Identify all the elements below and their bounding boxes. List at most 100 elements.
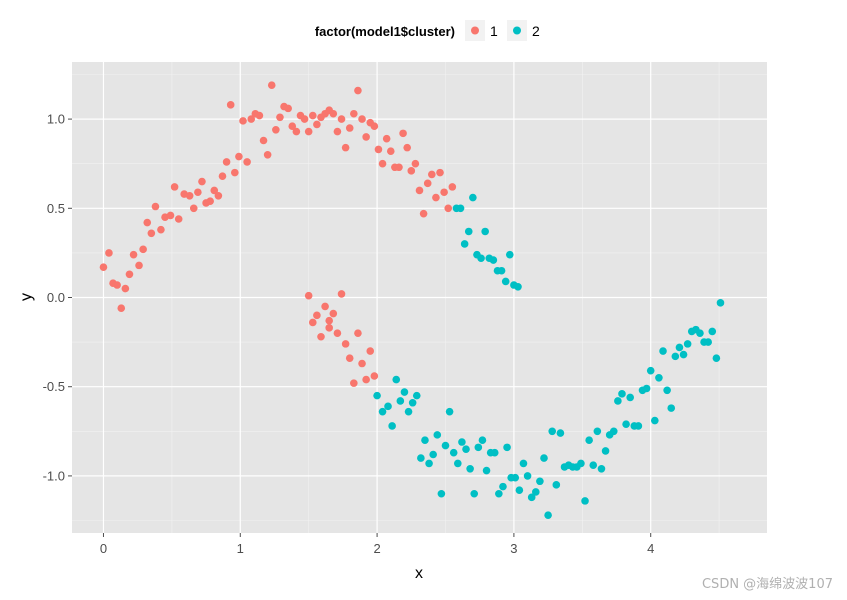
data-point-cluster-2 [618,390,626,398]
data-point-cluster-1 [313,311,321,320]
legend-title: factor(model1$cluster) [315,24,455,39]
data-point-cluster-2 [601,447,610,455]
y-axis-ticks: -1.0 -0.5 0.0 0.5 1.0 [43,112,72,483]
y-tick-label: -0.5 [43,379,65,394]
data-point-cluster-2 [552,481,561,489]
data-point-cluster-2 [469,193,477,202]
data-point-cluster-2 [481,227,489,236]
data-point-cluster-1 [304,127,313,136]
data-point-cluster-2 [378,407,387,416]
data-point-cluster-2 [646,366,655,375]
data-point-cluster-2 [482,466,491,475]
data-point-cluster-2 [441,441,450,450]
x-tick-label: 0 [100,541,107,556]
data-point-cluster-2 [536,477,544,486]
data-point-cluster-2 [696,329,704,337]
data-point-cluster-1 [231,168,239,177]
data-point-cluster-2 [388,422,396,430]
data-point-cluster-1 [444,204,453,213]
data-point-cluster-2 [614,397,622,405]
data-point-cluster-2 [454,459,462,468]
data-point-cluster-1 [325,324,334,332]
data-point-cluster-1 [436,168,444,177]
data-point-cluster-1 [255,111,264,120]
data-point-cluster-1 [113,281,121,289]
data-point-cluster-1 [206,197,214,205]
data-point-cluster-1 [337,115,346,123]
data-point-cluster-2 [477,254,485,263]
data-point-cluster-2 [396,397,405,405]
data-point-cluster-1 [366,347,375,355]
data-point-cluster-1 [354,86,362,95]
data-point-cluster-1 [292,127,301,136]
data-point-cluster-1 [370,372,379,380]
data-point-cluster-1 [151,202,160,211]
data-point-cluster-1 [214,192,223,200]
y-tick-label: 0.0 [47,290,65,305]
data-point-cluster-1 [157,225,165,234]
data-point-cluster-2 [622,420,630,428]
data-point-cluster-2 [503,443,511,452]
data-point-cluster-2 [474,443,483,452]
data-point-cluster-2 [433,431,442,439]
data-point-cluster-2 [515,486,524,494]
data-point-cluster-1 [378,159,387,168]
data-point-cluster-2 [404,407,413,416]
data-point-cluster-1 [341,340,350,348]
data-point-cluster-1 [313,120,321,129]
data-point-cluster-1 [432,193,440,202]
data-point-cluster-1 [247,115,256,123]
data-point-cluster-1 [333,127,342,136]
y-tick-label: -1.0 [43,468,65,483]
data-point-cluster-1 [317,332,325,341]
data-point-cluster-1 [329,309,338,318]
data-point-cluster-2 [412,391,421,400]
data-point-cluster-1 [345,124,354,132]
data-point-cluster-1 [267,81,276,89]
data-point-cluster-2 [540,454,548,462]
data-point-cluster-1 [403,143,411,152]
data-point-cluster-2 [577,459,585,468]
y-tick-label: 0.5 [47,201,65,216]
data-point-cluster-1 [374,145,383,154]
data-point-cluster-1 [411,159,420,168]
data-point-cluster-2 [499,482,507,491]
data-point-cluster-1 [170,183,179,191]
data-point-cluster-2 [523,472,532,480]
legend-key-1-dot [471,26,479,35]
data-point-cluster-2 [456,204,465,213]
data-point-cluster-1 [235,152,243,161]
data-point-cluster-1 [226,101,235,109]
data-point-cluster-1 [350,379,358,387]
data-point-cluster-1 [399,129,407,138]
data-point-cluster-1 [333,329,342,337]
data-point-cluster-1 [284,104,292,113]
data-point-cluster-1 [147,229,156,238]
data-point-cluster-1 [440,188,448,197]
x-tick-label: 1 [237,541,244,556]
data-point-cluster-2 [501,277,510,286]
data-point-cluster-2 [460,240,469,248]
data-points [99,81,725,519]
data-point-cluster-2 [408,398,417,407]
data-point-cluster-1 [218,172,227,180]
data-point-cluster-1 [308,111,317,120]
data-point-cluster-2 [704,338,712,346]
data-point-cluster-1 [125,270,134,279]
data-point-cluster-2 [458,438,466,446]
data-point-cluster-2 [585,436,593,445]
data-point-cluster-2 [421,436,429,445]
data-point-cluster-2 [548,427,557,436]
data-point-cluster-2 [634,422,643,430]
data-point-cluster-1 [321,302,329,311]
data-point-cluster-1 [386,147,395,156]
data-point-cluster-1 [143,218,152,227]
data-point-cluster-1 [263,150,272,159]
data-point-cluster-2 [667,404,676,412]
data-point-cluster-1 [370,122,379,131]
data-point-cluster-2 [373,391,381,400]
data-point-cluster-1 [350,109,358,118]
data-point-cluster-1 [174,215,183,223]
data-point-cluster-1 [358,359,366,368]
